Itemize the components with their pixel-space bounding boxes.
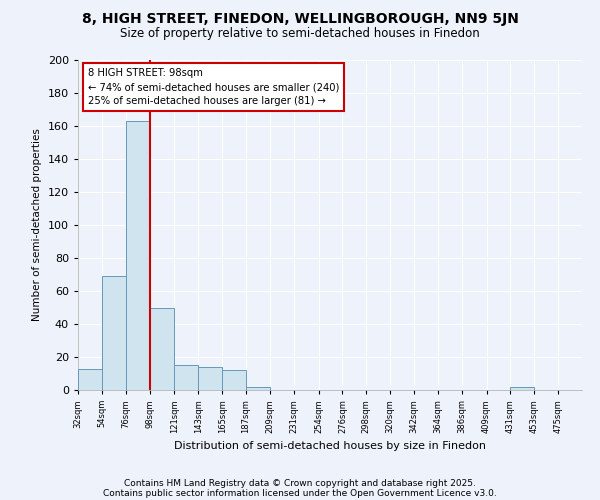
Bar [78, 368, 102, 390]
Text: Contains public sector information licensed under the Open Government Licence v3: Contains public sector information licen… [103, 488, 497, 498]
Text: Size of property relative to semi-detached houses in Finedon: Size of property relative to semi-detach… [120, 28, 480, 40]
Bar [175, 365, 199, 390]
Bar [246, 386, 270, 390]
Bar [125, 121, 149, 390]
Bar [511, 386, 535, 390]
Bar [102, 276, 125, 390]
Bar [222, 370, 246, 390]
Text: 8 HIGH STREET: 98sqm
← 74% of semi-detached houses are smaller (240)
25% of semi: 8 HIGH STREET: 98sqm ← 74% of semi-detac… [88, 68, 340, 106]
Bar [199, 367, 222, 390]
X-axis label: Distribution of semi-detached houses by size in Finedon: Distribution of semi-detached houses by … [174, 442, 486, 452]
Bar [149, 308, 175, 390]
Y-axis label: Number of semi-detached properties: Number of semi-detached properties [32, 128, 42, 322]
Text: Contains HM Land Registry data © Crown copyright and database right 2025.: Contains HM Land Registry data © Crown c… [124, 478, 476, 488]
Text: 8, HIGH STREET, FINEDON, WELLINGBOROUGH, NN9 5JN: 8, HIGH STREET, FINEDON, WELLINGBOROUGH,… [82, 12, 518, 26]
